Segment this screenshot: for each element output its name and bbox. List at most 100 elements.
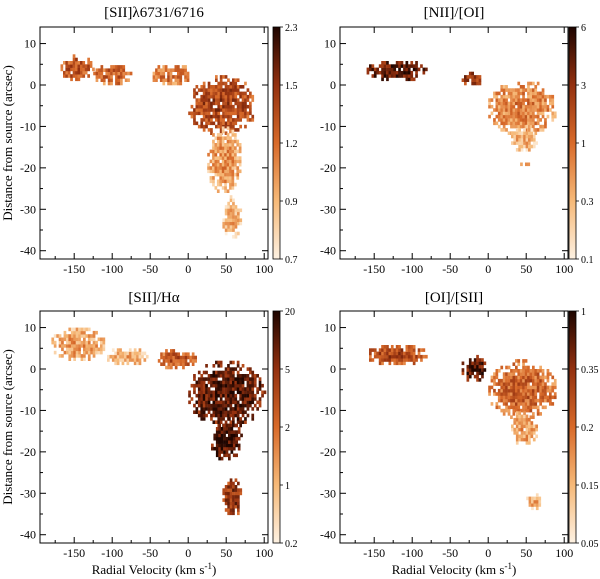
colorbar-tick-label: 0.1: [581, 255, 594, 266]
colorbar-tick-label: 0.15: [581, 481, 599, 492]
y-tick-label: -30: [20, 486, 36, 500]
region-northern-knot: [60, 54, 95, 82]
x-axis-title-sup: -1: [504, 561, 512, 571]
colorbar-tick-label: 0.05: [581, 539, 599, 550]
colorbar-tick-label: 0.9: [285, 197, 298, 208]
colorbar-tick-label: 0.2: [581, 423, 594, 434]
region-southern-lobe: [511, 124, 538, 152]
colorbar-tick-label: 6: [581, 23, 586, 34]
x-axis-title-end: ): [512, 562, 516, 577]
colorbar-tick-label: 1.5: [285, 81, 298, 92]
x-tick-label: -50: [442, 262, 458, 276]
y-tick-label: -10: [20, 403, 36, 417]
y-tick-label: 0: [30, 78, 36, 92]
panel-4: [OI]/[SII]-150 -100 -50 0 50 100100-10-20-30-…: [320, 290, 599, 577]
colorbar: [568, 310, 577, 544]
region-southern-tip: [520, 162, 531, 167]
plot-frame: [339, 26, 569, 260]
y-tick-label: -30: [320, 486, 336, 500]
colorbar-tick-label: 5: [285, 365, 290, 376]
region-jet-knot: [526, 493, 542, 511]
x-tick-label: -100: [401, 546, 423, 560]
y-tick-label: -20: [320, 445, 336, 459]
y-axis-title: Distance from source (arcsec): [0, 349, 15, 505]
region-mid-clump: [152, 65, 190, 86]
x-tick-label: -50: [142, 262, 158, 276]
colorbar: [272, 310, 281, 544]
y-tick-label: 10: [324, 321, 336, 335]
plot-frame: [339, 310, 569, 544]
x-axis-title-sup: -1: [204, 561, 212, 571]
region-mid-clump: [461, 71, 482, 86]
region-core: [188, 360, 267, 428]
region-jet-knot: [222, 478, 243, 516]
colorbar-tick-label: 2.3: [285, 23, 298, 34]
x-tick-label: -150: [63, 262, 85, 276]
region-northern-knot: [366, 61, 428, 82]
y-axis-title: Distance from source (arcsec): [0, 65, 15, 221]
panel-title: [SII]/Hα: [128, 290, 179, 306]
y-tick-label: 0: [330, 78, 336, 92]
colorbar-tick-label: 3: [581, 81, 586, 92]
region-southern-lobe: [511, 411, 538, 445]
y-tick-label: -40: [320, 528, 336, 542]
colorbar-tick-label: 20: [285, 307, 295, 318]
x-tick-label: -100: [101, 262, 123, 276]
panel-3: [SII]/Hα-150 -100 -50 0 50 100100-10-20-30-40…: [0, 290, 298, 577]
y-tick-label: 0: [330, 362, 336, 376]
panel-2: [NII]/[OI]-150 -100 -50 0 50 100100-10-20-30-…: [320, 5, 594, 276]
colorbar-tick-label: 1: [285, 481, 290, 492]
x-tick-label: -100: [401, 262, 423, 276]
x-tick-label: 0: [485, 546, 491, 560]
region-northern-knot: [51, 327, 106, 361]
y-tick-label: -10: [320, 119, 336, 133]
colorbar: [272, 26, 281, 260]
region-northern-knot: [369, 345, 428, 366]
x-tick-label: -50: [442, 546, 458, 560]
region-core: [488, 81, 557, 135]
y-tick-label: -40: [320, 244, 336, 258]
heatmap-pixels: [366, 61, 557, 167]
x-tick-label: -150: [363, 262, 385, 276]
x-tick-label: 100: [255, 262, 273, 276]
colorbar-tick-label: 0.2: [285, 539, 298, 550]
y-tick-label: -20: [20, 445, 36, 459]
heatmap-pixels: [51, 327, 267, 516]
region-core: [488, 359, 557, 419]
panel-1: [SII]λ6731/6716-150 -100 -50 0 50 100100-10-2…: [0, 5, 298, 276]
x-tick-label: -150: [63, 546, 85, 560]
y-tick-label: -10: [20, 119, 36, 133]
region-northern-tail: [93, 65, 133, 86]
x-tick-label: 50: [220, 262, 232, 276]
colorbar-tick-label: 1: [581, 139, 586, 150]
y-tick-label: 10: [24, 321, 36, 335]
y-tick-label: -20: [20, 161, 36, 175]
x-tick-label: -150: [363, 546, 385, 560]
x-tick-label: 0: [185, 546, 191, 560]
panel-title: [SII]λ6731/6716: [104, 5, 204, 21]
x-axis-title-end: ): [212, 562, 216, 577]
region-southern-lobe: [211, 417, 243, 461]
y-tick-label: 10: [324, 37, 336, 51]
panel-title: [OI]/[SII]: [425, 290, 483, 306]
y-tick-label: -40: [20, 528, 36, 542]
x-tick-label: 50: [220, 546, 232, 560]
panel-title: [NII]/[OI]: [424, 5, 485, 21]
x-tick-label: 100: [555, 546, 573, 560]
x-tick-label: 0: [485, 262, 491, 276]
x-tick-label: 50: [520, 262, 532, 276]
y-tick-label: -40: [20, 244, 36, 258]
region-southern-lobe: [207, 126, 242, 193]
region-jet-knot: [222, 195, 243, 239]
colorbar-tick-label: 2: [285, 423, 290, 434]
y-tick-label: -20: [320, 161, 336, 175]
x-tick-label: -50: [142, 546, 158, 560]
x-tick-label: -100: [101, 546, 123, 560]
region-core: [188, 75, 255, 135]
y-tick-label: -30: [320, 202, 336, 216]
region-mid-clump: [157, 349, 197, 370]
plot-frame: [39, 310, 269, 544]
plot-frame: [39, 26, 269, 260]
x-tick-label: 100: [555, 262, 573, 276]
